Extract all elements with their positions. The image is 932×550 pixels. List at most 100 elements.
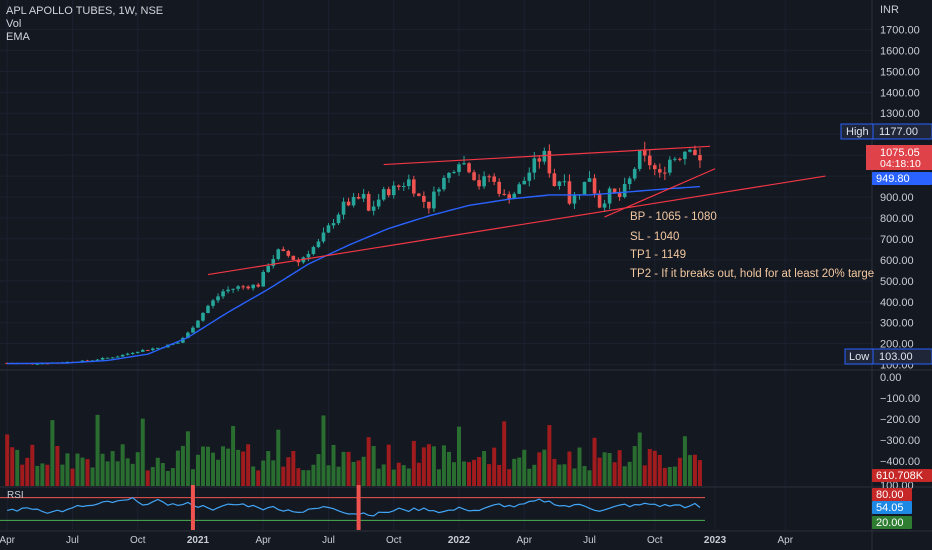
trendline[interactable] [604, 168, 716, 218]
candle[interactable] [201, 312, 205, 321]
candle[interactable] [417, 193, 421, 196]
candle[interactable] [105, 357, 110, 359]
candle[interactable] [386, 189, 391, 196]
volume-bar[interactable] [145, 470, 150, 486]
candle[interactable] [617, 192, 622, 197]
volume-bar[interactable] [562, 464, 567, 486]
volume-bar[interactable] [25, 457, 30, 486]
volume-bar[interactable] [472, 459, 477, 486]
candle[interactable] [306, 253, 311, 258]
candle[interactable] [562, 181, 567, 183]
volume-bar[interactable] [346, 451, 351, 486]
volume-bar[interactable] [10, 447, 15, 486]
volume-bar[interactable] [185, 431, 190, 486]
volume-bar[interactable] [381, 464, 386, 486]
volume-bar[interactable] [85, 459, 90, 486]
volume-bar[interactable] [467, 462, 472, 486]
volume-bar[interactable] [100, 453, 105, 486]
candle[interactable] [186, 332, 190, 339]
candle[interactable] [637, 149, 642, 169]
volume-bar[interactable] [361, 456, 366, 486]
volume-bar[interactable] [441, 445, 446, 486]
candle[interactable] [226, 289, 230, 292]
volume-bar[interactable] [20, 464, 25, 486]
candle[interactable] [381, 189, 386, 200]
volume-bar[interactable] [211, 452, 216, 486]
volume-bar[interactable] [336, 466, 341, 486]
volume-bar[interactable] [175, 450, 180, 486]
volume-bar[interactable] [517, 457, 522, 486]
volume-bar[interactable] [276, 429, 281, 486]
candle[interactable] [356, 196, 361, 199]
volume-bar[interactable] [602, 452, 607, 486]
volume-bar[interactable] [532, 464, 537, 486]
candle[interactable] [527, 172, 532, 181]
candle[interactable] [95, 359, 100, 361]
candle[interactable] [492, 176, 496, 182]
volume-bar[interactable] [637, 432, 642, 486]
candle[interactable] [206, 305, 210, 313]
candle[interactable] [442, 177, 446, 190]
candle[interactable] [140, 349, 145, 352]
candle[interactable] [698, 155, 702, 161]
candle[interactable] [331, 223, 336, 226]
volume-bar[interactable] [331, 444, 336, 486]
candle[interactable] [286, 250, 291, 256]
candle[interactable] [532, 158, 537, 173]
candle[interactable] [447, 172, 451, 178]
candle[interactable] [351, 196, 356, 206]
candle[interactable] [557, 181, 562, 187]
volume-bar[interactable] [436, 469, 441, 486]
volume-bar[interactable] [652, 450, 657, 486]
candle[interactable] [271, 259, 276, 266]
candle[interactable] [371, 206, 376, 211]
vol-indicator-label[interactable]: Vol [6, 18, 22, 30]
candle[interactable] [537, 158, 542, 162]
candle[interactable] [572, 194, 577, 204]
volume-bar[interactable] [221, 446, 226, 486]
volume-bar[interactable] [477, 457, 482, 486]
candle[interactable] [256, 284, 260, 287]
volume-bar[interactable] [537, 452, 542, 486]
candle[interactable] [642, 149, 647, 156]
candle[interactable] [176, 342, 180, 344]
candle[interactable] [688, 149, 692, 152]
volume-bar[interactable] [421, 447, 426, 486]
candle[interactable] [602, 203, 607, 208]
volume-bar[interactable] [512, 458, 517, 486]
volume-bar[interactable] [371, 446, 376, 486]
volume-bar[interactable] [502, 421, 507, 486]
volume-bar[interactable] [75, 453, 80, 486]
candle[interactable] [311, 247, 316, 254]
candle[interactable] [150, 348, 155, 351]
candle[interactable] [401, 186, 406, 188]
volume-bar[interactable] [216, 459, 221, 486]
volume-bar[interactable] [65, 453, 70, 486]
candle[interactable] [336, 214, 341, 224]
candle[interactable] [552, 173, 557, 187]
volume-bar[interactable] [482, 451, 487, 486]
candle[interactable] [221, 291, 225, 297]
volume-bar[interactable] [667, 466, 672, 486]
volume-bar[interactable] [567, 451, 572, 486]
volume-bar[interactable] [627, 461, 632, 486]
volume-bar[interactable] [301, 470, 306, 486]
volume-bar[interactable] [321, 415, 326, 486]
candle[interactable] [316, 241, 321, 248]
volume-bar[interactable] [642, 465, 647, 486]
candle[interactable] [462, 163, 466, 165]
volume-bar[interactable] [577, 447, 582, 486]
volume-bar[interactable] [351, 461, 356, 486]
volume-bar[interactable] [682, 436, 687, 486]
ema-line[interactable] [7, 185, 701, 365]
candle[interactable] [683, 151, 687, 160]
candle[interactable] [231, 288, 235, 290]
candle[interactable] [281, 249, 286, 251]
candle[interactable] [482, 176, 486, 187]
symbol-title[interactable]: APL APOLLO TUBES, 1W, NSE [6, 5, 164, 17]
candle[interactable] [472, 172, 476, 181]
volume-bar[interactable] [60, 464, 65, 486]
volume-bar[interactable] [376, 468, 381, 486]
candle[interactable] [673, 158, 677, 160]
